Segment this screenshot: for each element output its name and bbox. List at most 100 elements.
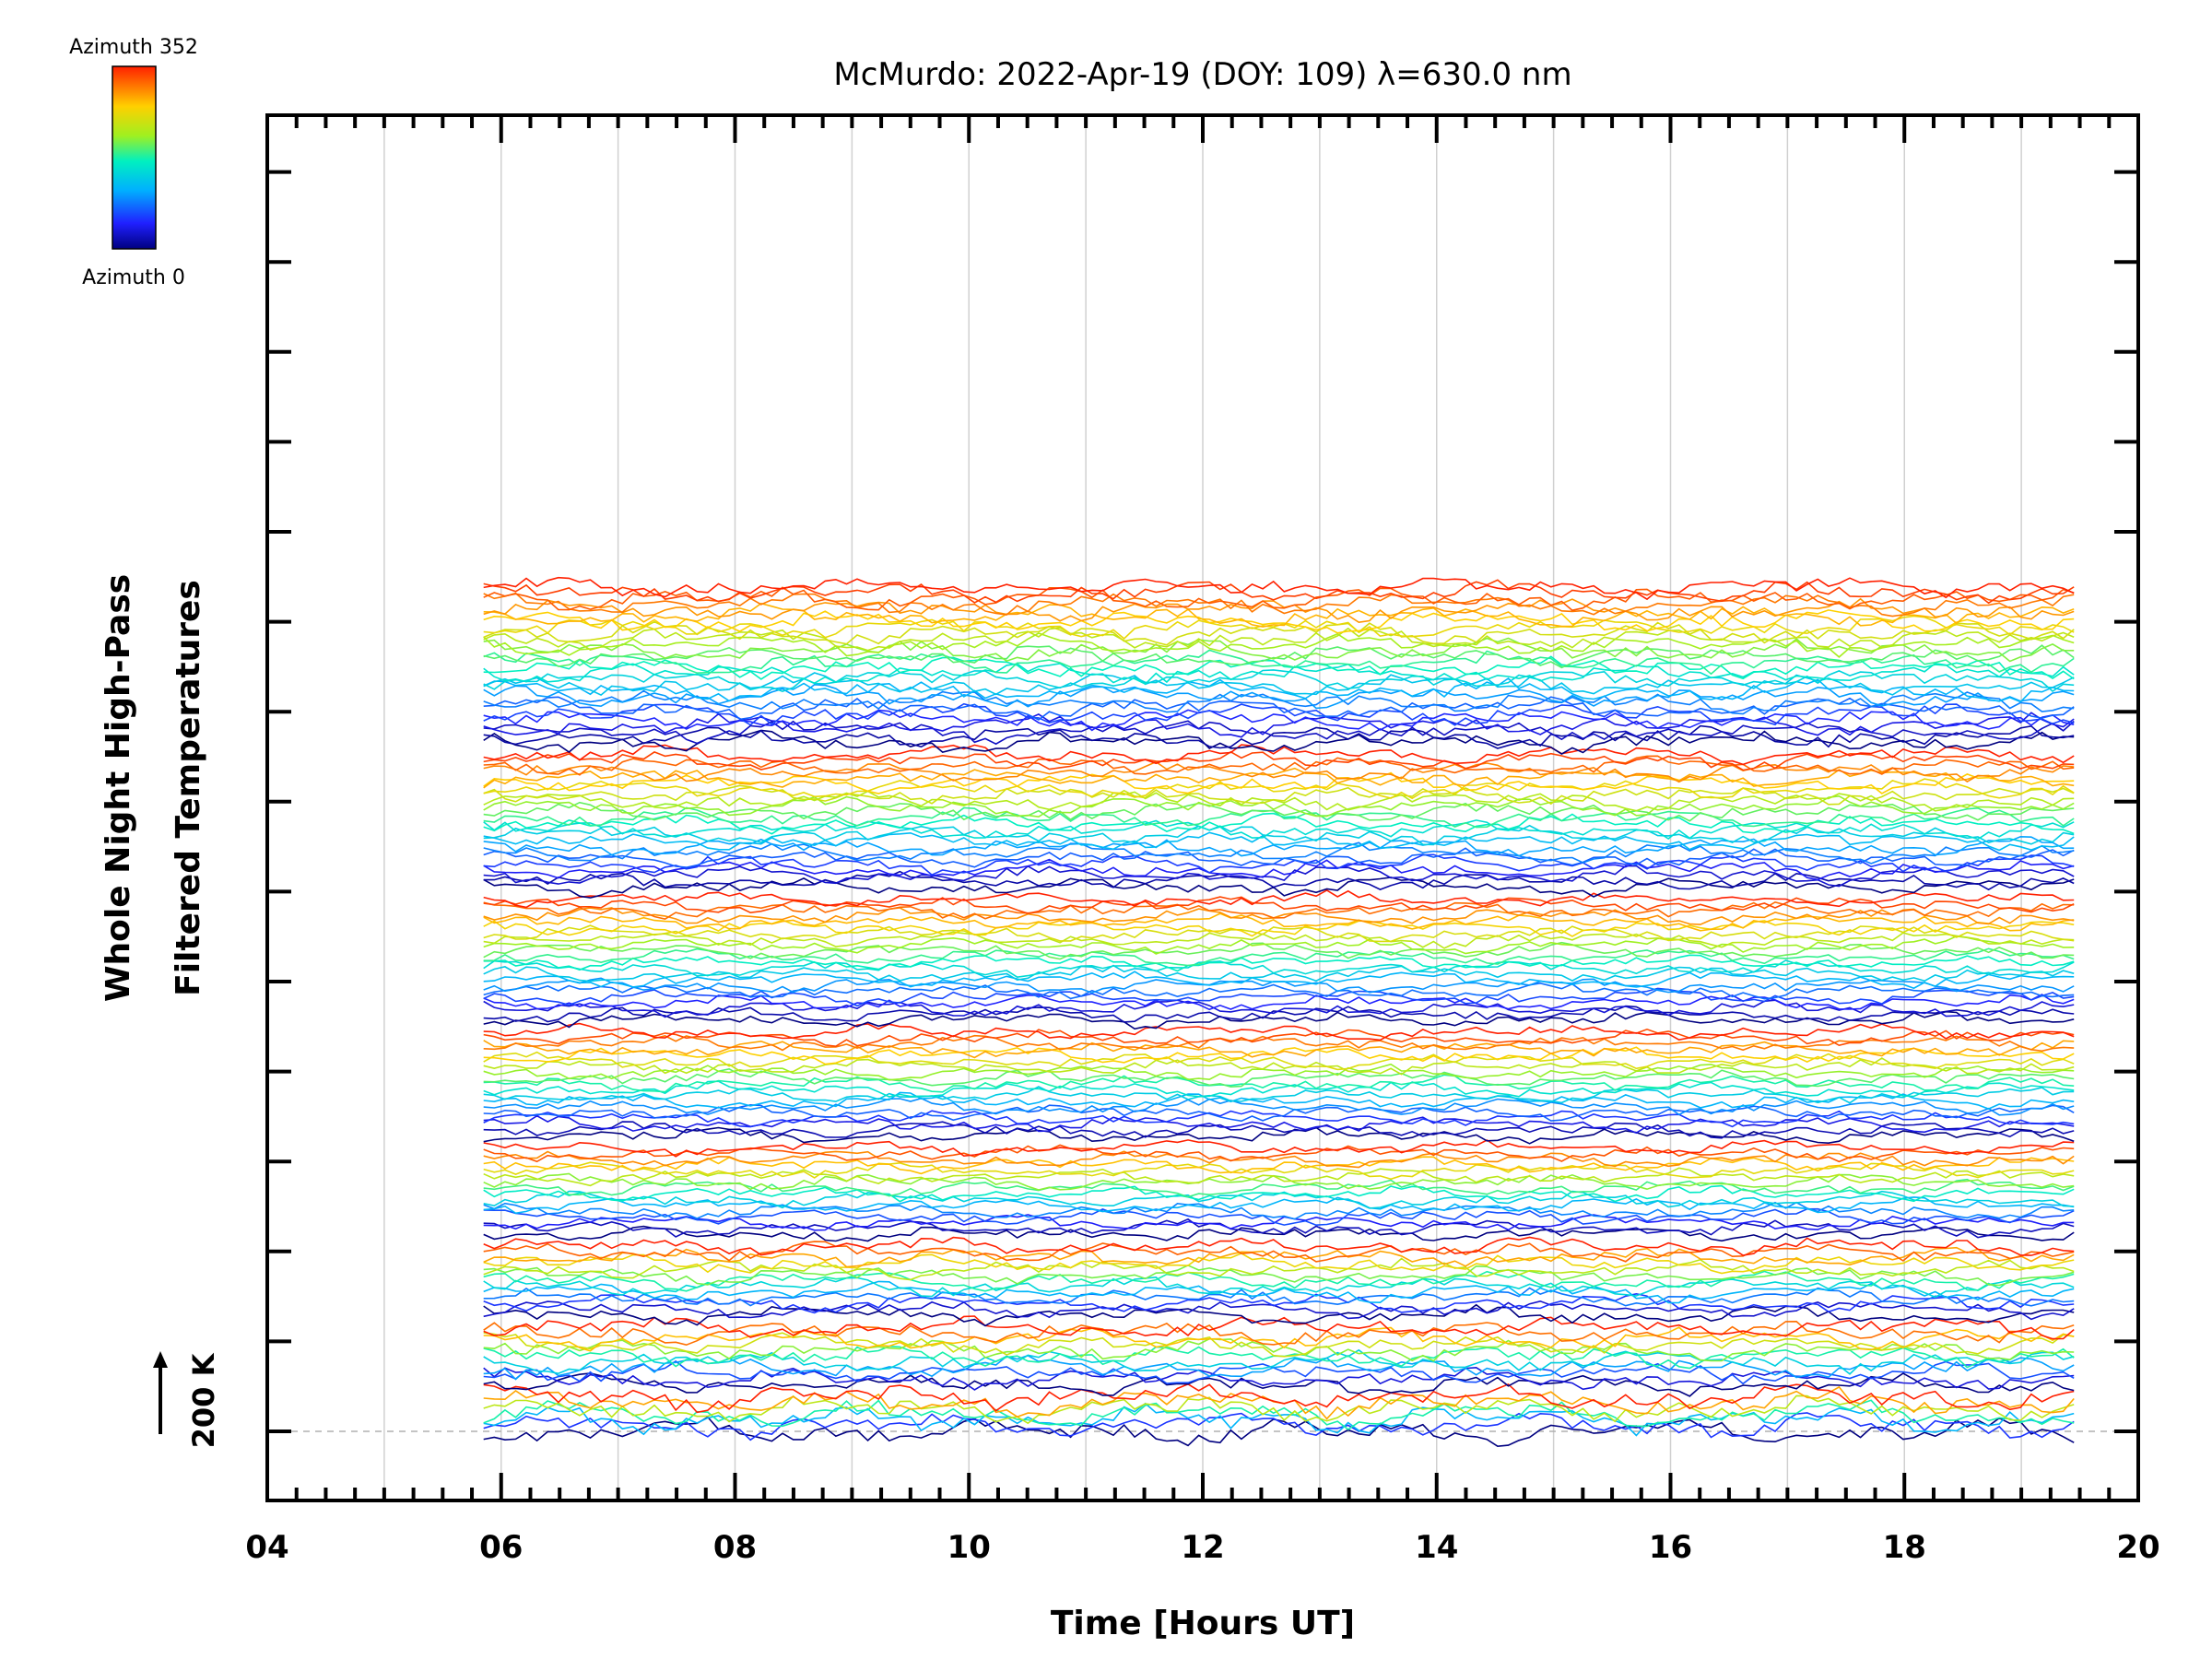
temperature-trace (483, 1300, 2075, 1321)
temperature-trace (483, 1172, 2075, 1191)
temperature-trace (483, 1218, 2075, 1239)
temperature-trace (483, 1214, 2075, 1231)
temperature-trace (483, 1040, 2075, 1059)
temperature-trace (483, 994, 2075, 1011)
temperature-trace (483, 1265, 2075, 1287)
colorbar-bottom-label: Azimuth 0 (82, 266, 185, 289)
temperature-trace (483, 1257, 2075, 1281)
x-axis-label: Time [Hours UT] (1051, 1605, 1355, 1642)
temperature-trace (483, 597, 2075, 624)
y-axis-label-line2: Filtered Temperatures (170, 580, 207, 996)
temperature-trace (483, 831, 2075, 852)
temperature-trace (483, 1337, 2075, 1362)
temperature-trace (483, 896, 2075, 914)
temperature-trace (483, 1270, 2075, 1292)
axis-ticks: 04 06 08 10 12 14 16 18 20 (245, 115, 2160, 1566)
temperature-trace (483, 1399, 2075, 1430)
temperature-trace (483, 1196, 2075, 1215)
temperature-trace (483, 1091, 2075, 1110)
temperature-trace (483, 1246, 2075, 1268)
x-tick-label: 18 (1883, 1529, 1926, 1566)
temperature-traces (483, 576, 2075, 1448)
temperature-trace (483, 858, 2075, 881)
temperature-trace (483, 649, 2075, 676)
temperature-trace (483, 1280, 2075, 1304)
temperature-trace (483, 771, 2075, 794)
temperature-trace (483, 853, 2075, 877)
temperature-trace (483, 1067, 2075, 1088)
x-tick-label: 20 (2116, 1529, 2159, 1566)
temperature-trace (483, 865, 2075, 888)
temperature-trace (483, 1110, 2075, 1128)
temperature-trace (483, 954, 2075, 972)
temperature-trace (483, 1161, 2075, 1181)
x-tick-label: 16 (1649, 1529, 1692, 1566)
temperature-trace (483, 1394, 2075, 1425)
temperature-trace (483, 1010, 2075, 1030)
x-tick-label: 12 (1181, 1529, 1224, 1566)
temperature-trace (483, 1320, 2075, 1347)
chart-title: McMurdo: 2022-Apr-19 (DOY: 109) λ=630.0 … (833, 56, 1571, 93)
temperature-trace (483, 971, 2075, 990)
temperature-trace (483, 877, 2075, 899)
temperature-trace (483, 935, 2075, 955)
temperature-trace (483, 1074, 2075, 1093)
temperature-trace (483, 729, 2075, 756)
temperature-trace (483, 1287, 2075, 1307)
temperature-trace (483, 662, 2075, 686)
temperature-trace (483, 683, 2075, 710)
temperature-trace (483, 794, 2075, 818)
temperature-trace (483, 1114, 2075, 1135)
temperature-trace (483, 1332, 2075, 1358)
temperature-trace (483, 912, 2075, 932)
temperature-trace (483, 576, 2075, 601)
reference-scale-marker (153, 1351, 168, 1434)
temperature-trace (483, 609, 2075, 634)
x-tick-label: 06 (479, 1529, 523, 1566)
temperature-trace (483, 931, 2075, 949)
temperature-trace (483, 1086, 2075, 1104)
temperature-trace (483, 1057, 2075, 1076)
temperature-trace (483, 602, 2075, 628)
x-tick-label: 14 (1415, 1529, 1458, 1566)
temperature-trace (483, 888, 2075, 909)
temperature-trace (483, 1126, 2075, 1145)
temperature-trace (483, 919, 2075, 937)
temperature-trace (483, 672, 2075, 697)
temperature-trace (483, 801, 2075, 822)
temperature-trace (483, 620, 2075, 646)
temperature-trace (483, 790, 2075, 812)
temperature-trace (483, 637, 2075, 663)
temperature-trace (483, 712, 2075, 738)
temperature-trace (483, 959, 2075, 979)
x-tick-label: 10 (947, 1529, 991, 1566)
temperature-trace (483, 977, 2075, 994)
temperature-trace (483, 900, 2075, 920)
temperature-trace (483, 709, 2075, 732)
temperature-trace (483, 778, 2075, 800)
temperature-trace (483, 1150, 2075, 1169)
temperature-trace (483, 1366, 2075, 1391)
temperature-trace (483, 1372, 2075, 1397)
x-tick-label: 04 (245, 1529, 288, 1566)
temperature-trace (483, 1184, 2075, 1203)
temperature-trace (483, 1292, 2075, 1314)
temperature-trace (483, 1063, 2075, 1081)
temperature-trace (483, 592, 2075, 618)
temperature-trace (483, 1080, 2075, 1098)
temperature-trace (483, 1144, 2075, 1163)
temperature-trace (483, 1121, 2075, 1139)
temperature-trace (483, 750, 2075, 771)
temperature-trace (483, 1276, 2075, 1299)
temperature-trace (483, 784, 2075, 806)
temperature-trace (483, 947, 2075, 967)
colorbar-top-label: Azimuth 352 (69, 36, 198, 59)
temperature-trace (483, 1167, 2075, 1187)
temperature-trace (483, 1236, 2075, 1256)
reference-scale-label: 200 K (186, 1352, 221, 1448)
temperature-trace (483, 982, 2075, 1000)
temperature-trace (483, 835, 2075, 857)
temperature-trace (483, 806, 2075, 829)
temperature-trace (483, 1354, 2075, 1381)
